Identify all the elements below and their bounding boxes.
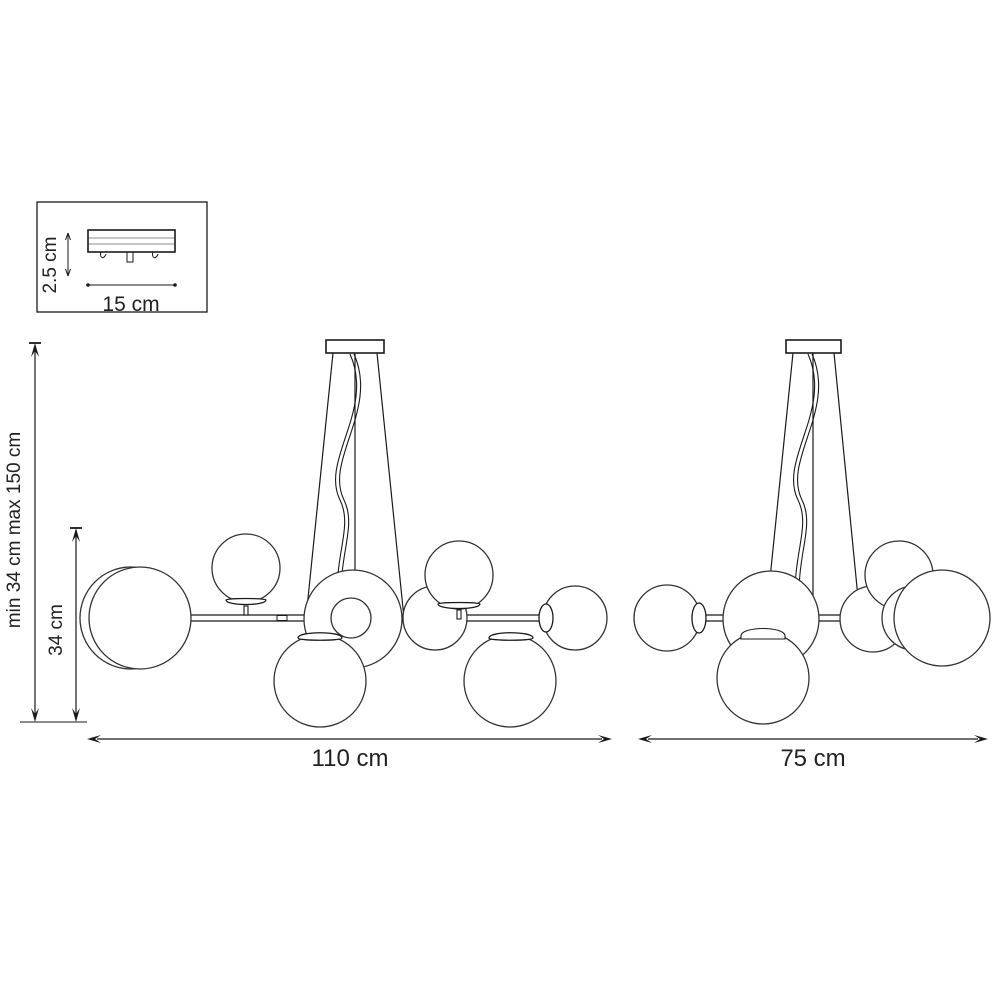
svg-text:75 cm: 75 cm [780,745,845,772]
svg-text:110 cm: 110 cm [312,745,389,772]
svg-text:15 cm: 15 cm [102,293,159,316]
svg-text:min 34 cm max 150 cm: min 34 cm max 150 cm [4,432,25,628]
svg-text:2.5 cm: 2.5 cm [40,236,61,293]
svg-text:34 cm: 34 cm [46,604,67,656]
